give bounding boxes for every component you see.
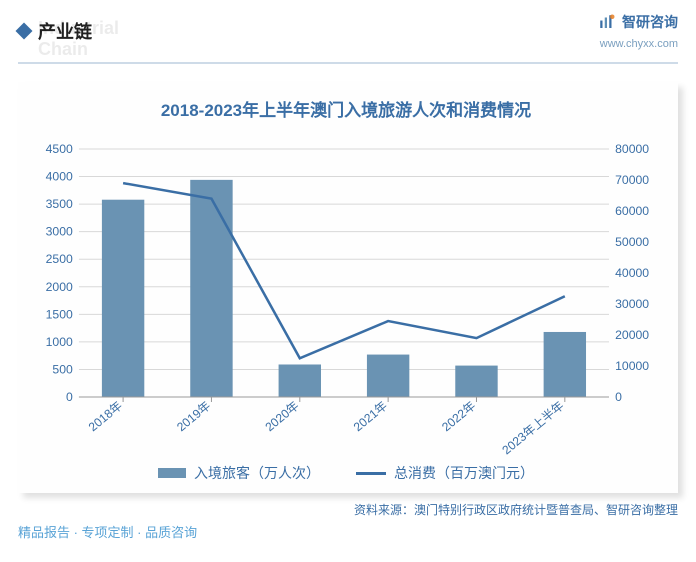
- svg-text:2000: 2000: [46, 280, 73, 294]
- legend-bar: 入境旅客（万人次）: [158, 463, 320, 483]
- svg-text:2018年: 2018年: [86, 399, 125, 434]
- footer-tagline: 精品报告 · 专项定制 · 品质咨询: [18, 522, 678, 541]
- svg-text:40000: 40000: [615, 266, 649, 280]
- legend-line-label: 总消费（百万澳门元）: [394, 463, 534, 483]
- diamond-icon: [16, 23, 33, 40]
- svg-text:500: 500: [52, 363, 73, 377]
- brand: 智研咨询 www.chyxx.com: [598, 12, 678, 50]
- svg-text:3500: 3500: [46, 197, 73, 211]
- section-title-ghost: Industrial Chain: [38, 18, 119, 60]
- legend: 入境旅客（万人次） 总消费（百万澳门元）: [30, 463, 662, 483]
- svg-text:4000: 4000: [46, 170, 73, 184]
- brand-logo-icon: [598, 13, 616, 31]
- svg-text:3000: 3000: [46, 225, 73, 239]
- svg-text:80000: 80000: [615, 142, 649, 156]
- divider: [18, 62, 678, 64]
- svg-text:30000: 30000: [615, 297, 649, 311]
- line-swatch-icon: [356, 472, 386, 475]
- legend-bar-label: 入境旅客（万人次）: [194, 463, 320, 483]
- svg-text:2023年上半年: 2023年上半年: [499, 399, 566, 458]
- svg-text:2021年: 2021年: [351, 399, 390, 434]
- svg-text:50000: 50000: [615, 235, 649, 249]
- brand-url: www.chyxx.com: [600, 38, 678, 50]
- svg-text:4500: 4500: [46, 142, 73, 156]
- chart-card: 2018-2023年上半年澳门入境旅游人次和消费情况 0 500 1000 1500 2…: [18, 82, 678, 493]
- header: Industrial Chain 产业链 智研咨询 www.chyxx.com: [0, 0, 696, 58]
- source-line: 资料来源：澳门特别行政区政府统计暨普查局、智研咨询整理: [0, 501, 678, 518]
- svg-text:10000: 10000: [615, 359, 649, 373]
- chart-plot: 0 500 1000 1500 2000 2500 3000 3500 4000 4500 0 100…: [30, 139, 662, 459]
- svg-text:1500: 1500: [46, 307, 73, 321]
- bar-swatch-icon: [158, 468, 186, 478]
- legend-line: 总消费（百万澳门元）: [356, 463, 534, 483]
- svg-text:60000: 60000: [615, 204, 649, 218]
- svg-text:2500: 2500: [46, 252, 73, 266]
- svg-text:0: 0: [66, 390, 73, 404]
- svg-text:2020年: 2020年: [262, 399, 301, 434]
- svg-text:1000: 1000: [46, 335, 73, 349]
- svg-text:70000: 70000: [615, 173, 649, 187]
- chart-title: 2018-2023年上半年澳门入境旅游人次和消费情况: [30, 96, 662, 121]
- svg-text:0: 0: [615, 390, 622, 404]
- svg-text:2022年: 2022年: [439, 399, 478, 434]
- svg-text:20000: 20000: [615, 328, 649, 342]
- svg-text:2019年: 2019年: [174, 399, 213, 434]
- brand-name: 智研咨询: [622, 12, 678, 32]
